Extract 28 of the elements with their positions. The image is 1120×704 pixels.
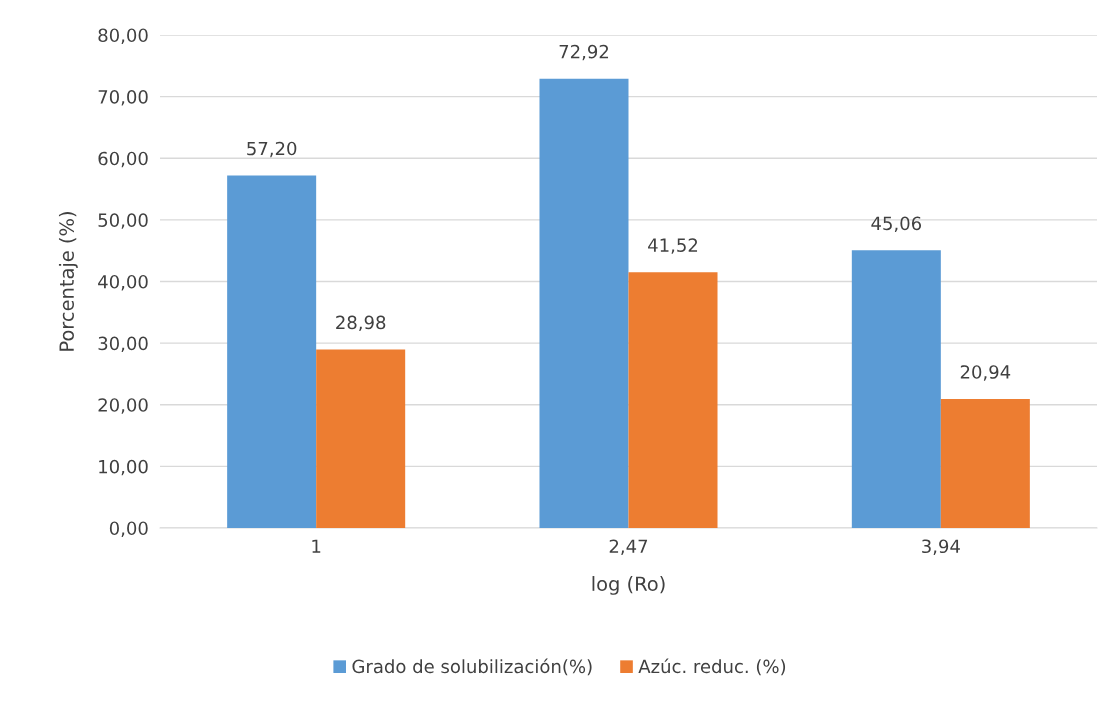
x-tick-label: 2,47 [609,539,648,555]
legend-label: Azúc. reduc. (%) [638,658,786,676]
data-label: 72,92 [559,44,609,61]
x-tick-label: 3,94 [922,539,960,555]
y-tick-label: 20,00 [98,398,148,414]
data-label: 28,98 [336,315,386,332]
y-tick-label: 30,00 [98,336,148,353]
bar [316,349,406,528]
bar [539,78,629,528]
y-tick-label: 70,00 [98,90,148,106]
y-tick-label: 40,00 [98,274,148,291]
data-label: 20,94 [960,365,1011,381]
data-label: 45,06 [871,216,922,232]
bar [940,398,1030,528]
x-tick-label: 1 [312,539,321,553]
data-label: 57,20 [247,141,297,158]
bar [628,272,718,528]
y-tick-label: 0,00 [109,521,148,537]
y-tick-label: 60,00 [98,151,148,168]
y-tick-label: 80,00 [98,28,148,44]
data-label: 41,52 [648,238,698,254]
bar [851,250,941,528]
y-axis-title: Porcentaje (%) [58,212,78,351]
y-tick-label: 10,00 [99,459,148,476]
y-tick-label: 50,00 [98,213,148,229]
bar [227,175,317,528]
x-axis-title: log (Ro) [592,576,665,595]
legend-label: Grado de solubilización(%) [352,658,592,676]
